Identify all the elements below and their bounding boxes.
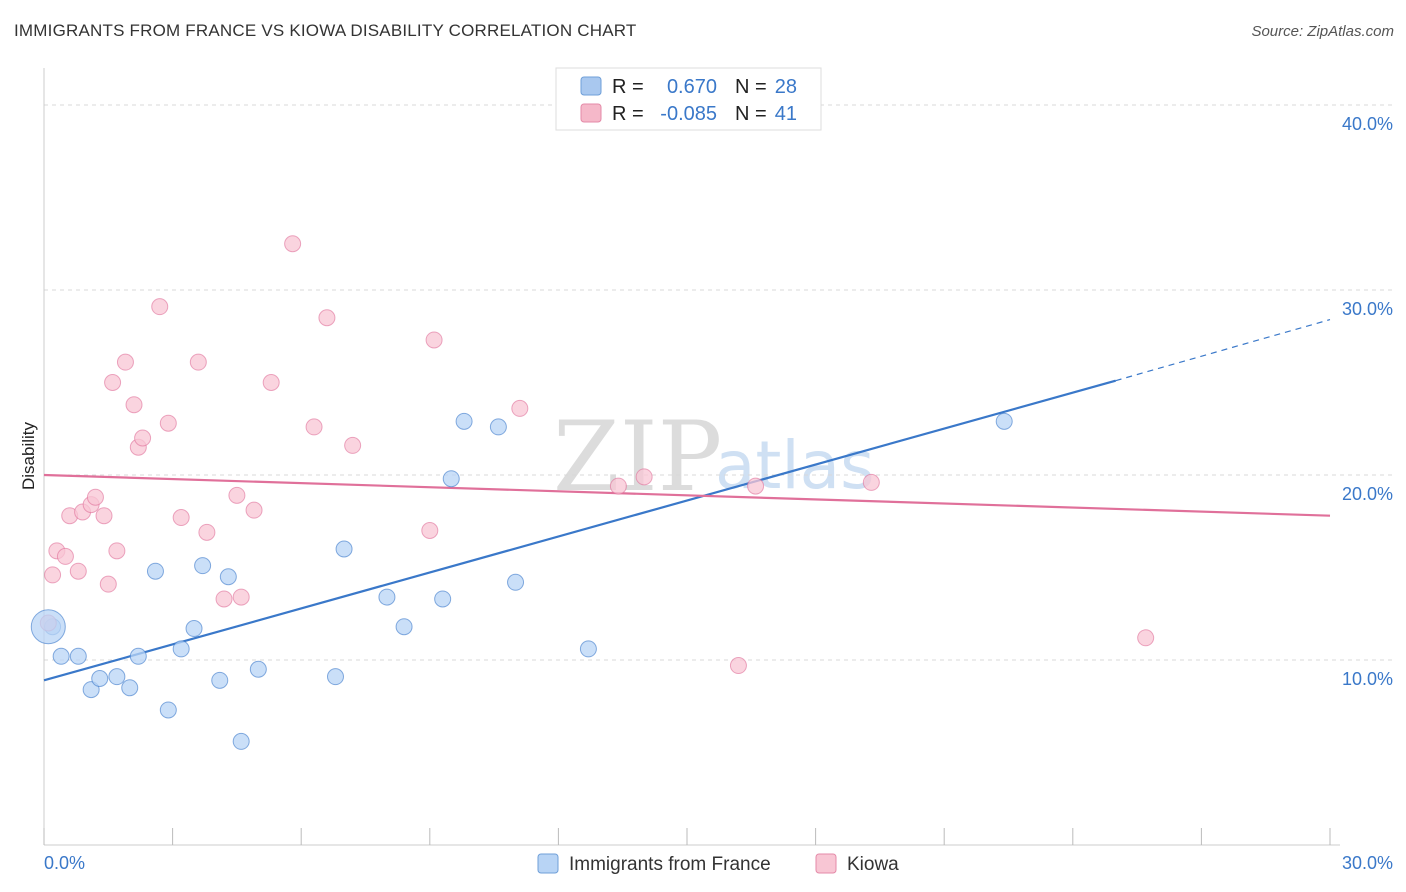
point-series1-1 [44, 566, 62, 584]
y-tick-label-1: 20.0% [1342, 484, 1393, 504]
x-ticks [43, 828, 1331, 845]
axes [43, 68, 1340, 846]
point-series0-9 [159, 701, 177, 719]
point-series0-6 [121, 679, 139, 697]
point-series1-12 [108, 542, 126, 560]
point-series1-17 [151, 298, 169, 316]
point-series1-34 [609, 477, 627, 495]
point-series0-26 [579, 640, 597, 658]
data-points [30, 235, 1155, 750]
point-series1-36 [729, 657, 747, 675]
point-series1-10 [99, 575, 117, 593]
point-series0-2 [69, 647, 87, 665]
y-tick-label-2: 30.0% [1342, 299, 1393, 319]
point-series0-8 [146, 562, 164, 580]
point-series1-30 [344, 436, 362, 454]
point-series1-3 [56, 547, 74, 565]
point-series0-20 [395, 618, 413, 636]
bottom-legend-label-france: Immigrants from France [569, 854, 771, 875]
legend-n-label-france: N = [735, 76, 767, 98]
point-series0-11 [185, 620, 203, 638]
point-series1-16 [134, 429, 152, 447]
x-tick-label-max: 30.0% [1342, 853, 1393, 873]
x-tick-label-min: 0.0% [44, 853, 85, 873]
point-series0-19 [378, 588, 396, 606]
point-series1-21 [198, 523, 216, 541]
legend-n-label-kiowa: N = [735, 103, 767, 125]
point-series1-32 [425, 331, 443, 349]
legend-swatch-kiowa [580, 103, 602, 123]
legend-r-label-france: R = [612, 76, 644, 98]
legend-r-label-kiowa: R = [612, 103, 644, 125]
bottom-legend-label-kiowa: Kiowa [847, 854, 899, 875]
point-series1-33 [511, 399, 529, 417]
legend-n-value-france: 28 [775, 76, 797, 98]
point-series1-26 [262, 374, 280, 391]
point-series0-15 [232, 732, 250, 750]
point-series1-25 [245, 501, 263, 519]
point-series1-27 [284, 235, 302, 253]
legend-r-value-france: 0.670 [667, 76, 717, 98]
point-series0-10 [172, 640, 190, 658]
bottom-legend-swatch-france [537, 853, 559, 874]
point-series1-22 [215, 590, 233, 608]
point-bubble [30, 609, 66, 645]
point-series0-5 [108, 668, 126, 686]
point-series1-35 [635, 468, 653, 486]
trend-line-1 [43, 473, 1331, 517]
y-tick-label-0: 10.0% [1342, 669, 1393, 689]
point-series0-16 [249, 660, 267, 678]
point-series1-8 [86, 488, 104, 506]
legend-box: R = 0.670 N = 28 R = -0.085 N = 41 [555, 67, 822, 131]
y-tick-labels: 10.0% 20.0% 30.0% 40.0% [1342, 114, 1393, 689]
point-series1-11 [104, 374, 122, 391]
point-series1-24 [232, 588, 250, 606]
point-series1-31 [421, 522, 439, 539]
point-series0-12 [194, 557, 212, 575]
point-series1-28 [305, 418, 323, 436]
trend-line-extension-0 [1115, 319, 1331, 382]
point-series1-38 [862, 473, 880, 491]
point-series1-19 [172, 509, 190, 527]
y-axis-label: Disability [19, 421, 38, 490]
point-series0-22 [442, 470, 460, 488]
trend-lines [43, 319, 1331, 682]
point-series0-14 [219, 568, 237, 586]
source-credit: Source: ZipAtlas.com [1251, 23, 1394, 40]
point-series0-23 [455, 412, 473, 430]
point-series0-24 [489, 418, 507, 436]
chart-title: IMMIGRANTS FROM FRANCE VS KIOWA DISABILI… [14, 21, 637, 40]
point-series0-7 [129, 647, 147, 665]
point-series0-1 [52, 647, 70, 665]
point-series0-18 [335, 540, 353, 558]
watermark-atlas: atlas [715, 427, 875, 504]
gridlines [44, 104, 1393, 661]
legend-swatch-france [580, 76, 602, 96]
point-series0-21 [434, 590, 452, 608]
point-series1-37 [747, 477, 765, 495]
point-series0-13 [211, 671, 229, 689]
legend-r-value-kiowa: -0.085 [660, 103, 717, 125]
point-series1-23 [228, 486, 246, 504]
point-series1-18 [159, 414, 177, 432]
point-series1-39 [1137, 629, 1155, 647]
y-tick-label-3: 40.0% [1342, 114, 1393, 134]
bottom-legend-swatch-kiowa [815, 853, 837, 874]
trend-line-0 [43, 379, 1116, 682]
point-series0-17 [326, 668, 344, 686]
point-series1-5 [69, 562, 87, 580]
point-series0-27 [995, 412, 1013, 430]
point-series1-20 [189, 353, 207, 371]
point-series0-4 [91, 670, 109, 687]
point-series1-29 [318, 309, 336, 327]
bottom-legend: Immigrants from France Kiowa [537, 853, 899, 875]
point-series1-9 [95, 507, 113, 525]
point-series1-14 [125, 396, 143, 414]
legend-n-value-kiowa: 41 [775, 103, 797, 125]
point-series0-25 [507, 573, 525, 591]
point-series1-13 [116, 353, 134, 371]
